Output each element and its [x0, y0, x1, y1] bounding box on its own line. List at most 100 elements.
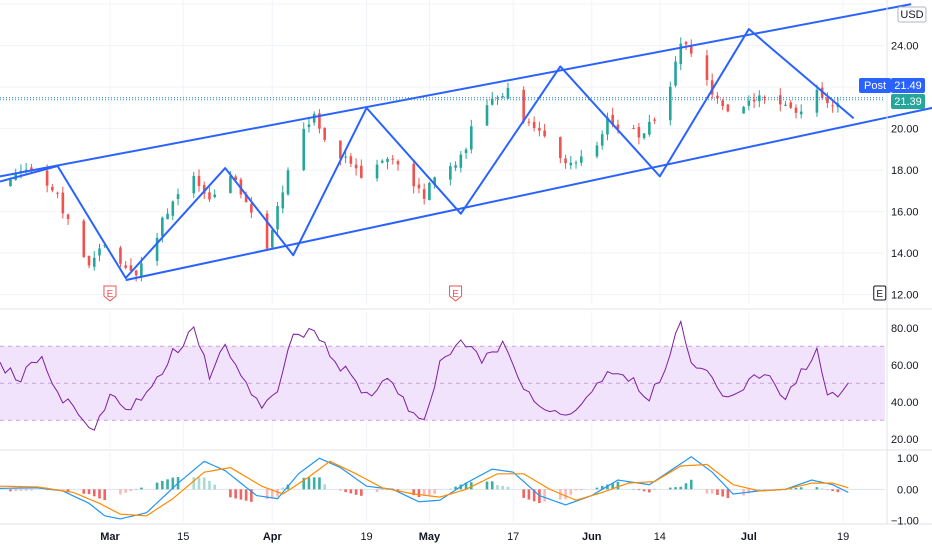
- candle: [302, 122, 306, 172]
- candle: [271, 227, 274, 249]
- earnings-marker[interactable]: E: [873, 285, 887, 301]
- macd-histogram-bar: [527, 489, 531, 500]
- candle: [360, 159, 363, 179]
- candle-body: [9, 179, 12, 187]
- candle-body: [302, 128, 306, 171]
- last-price-tag[interactable]: 21.39: [891, 94, 925, 109]
- candle: [281, 185, 285, 214]
- candle: [742, 105, 745, 114]
- candle-body: [606, 117, 609, 135]
- macd-histogram-bar: [726, 489, 730, 499]
- candle: [721, 98, 724, 111]
- macd-histogram-bar: [490, 481, 494, 490]
- candle-body: [522, 89, 525, 122]
- candle-body: [166, 213, 169, 220]
- macd-histogram-bar: [422, 489, 426, 497]
- candle-body: [354, 164, 358, 169]
- rsi-band: [0, 345, 885, 421]
- candle: [417, 177, 421, 194]
- macd-histogram-bar: [412, 489, 415, 496]
- macd-histogram-bar: [45, 489, 49, 491]
- candle: [501, 92, 505, 99]
- candle: [470, 119, 473, 154]
- candle: [637, 122, 641, 145]
- candle-body: [208, 192, 211, 200]
- candle-body: [129, 265, 133, 271]
- candle-body: [103, 245, 107, 247]
- currency-label: USD: [897, 6, 927, 23]
- time-axis-label: May: [419, 531, 441, 543]
- candle: [459, 151, 463, 173]
- macd-histogram-bar: [281, 487, 285, 490]
- candle-body: [161, 217, 164, 237]
- candle-body: [543, 130, 546, 137]
- macd-histogram-bar: [119, 489, 122, 495]
- candle: [710, 73, 714, 99]
- rsi-pane: [0, 319, 885, 431]
- macd-histogram-bar: [564, 489, 567, 500]
- candle-body: [250, 204, 253, 213]
- candle: [595, 141, 599, 159]
- candle-body: [721, 100, 724, 107]
- macd-histogram-bar: [716, 489, 719, 495]
- candle-body: [92, 257, 96, 267]
- candle: [349, 153, 353, 168]
- macd-histogram-bar: [202, 477, 206, 490]
- macd-histogram-bar: [375, 489, 379, 493]
- candle-body: [391, 158, 395, 160]
- macd-histogram-bar: [433, 489, 436, 494]
- candle: [784, 101, 787, 107]
- candle-body: [87, 255, 91, 266]
- candle: [386, 157, 389, 170]
- macd-axis-label: 0.00: [897, 484, 918, 496]
- candle: [668, 81, 672, 126]
- candle-body: [496, 97, 499, 99]
- post-price-tag[interactable]: Post 21.49: [859, 78, 925, 93]
- candle: [689, 39, 693, 57]
- time-axis-label: Apr: [263, 531, 283, 543]
- earnings-marker-label: E: [876, 289, 883, 300]
- candle: [648, 114, 651, 137]
- candle-body: [470, 126, 473, 150]
- candle-body: [674, 61, 677, 86]
- candle-body: [710, 80, 714, 95]
- macd-histogram: [9, 477, 840, 504]
- macd-histogram-bar: [794, 487, 798, 490]
- macd-histogram-bar: [380, 489, 384, 491]
- earnings-marker-label: E: [452, 289, 459, 300]
- macd-histogram-bar: [344, 489, 347, 493]
- macd-histogram-bar: [632, 488, 635, 490]
- macd-histogram-bar: [506, 486, 510, 490]
- macd-histogram-bar: [606, 484, 609, 490]
- macd-histogram-bar: [485, 481, 489, 490]
- price-axis-label: 16.00: [891, 207, 919, 219]
- macd-histogram-bar: [752, 489, 756, 492]
- candle: [276, 201, 279, 237]
- earnings-marker[interactable]: E: [103, 285, 117, 302]
- macd-histogram-bar: [92, 489, 96, 497]
- candle-body: [831, 105, 834, 107]
- macd-histogram-bar: [522, 489, 525, 498]
- macd-histogram-bar: [307, 477, 311, 490]
- macd-histogram-bar: [354, 489, 358, 495]
- candle-body: [134, 270, 138, 276]
- candle: [485, 99, 489, 127]
- macd-histogram-bar: [428, 489, 431, 495]
- candle: [579, 149, 583, 166]
- candle: [354, 158, 358, 176]
- candle-body: [234, 176, 237, 180]
- candle: [56, 191, 59, 199]
- candle: [428, 181, 431, 201]
- macd-histogram-bar: [30, 489, 33, 491]
- macd-histogram-bar: [747, 489, 751, 494]
- macd-histogram-bar: [449, 488, 452, 490]
- candle-body: [758, 95, 761, 102]
- time-axis-label: Jun: [582, 531, 602, 543]
- candle: [87, 255, 91, 269]
- earnings-marker[interactable]: E: [449, 285, 463, 302]
- candle-body: [229, 176, 232, 194]
- candle-body: [668, 86, 672, 121]
- candle: [454, 161, 457, 172]
- candle-body: [176, 194, 180, 199]
- candle: [176, 188, 180, 206]
